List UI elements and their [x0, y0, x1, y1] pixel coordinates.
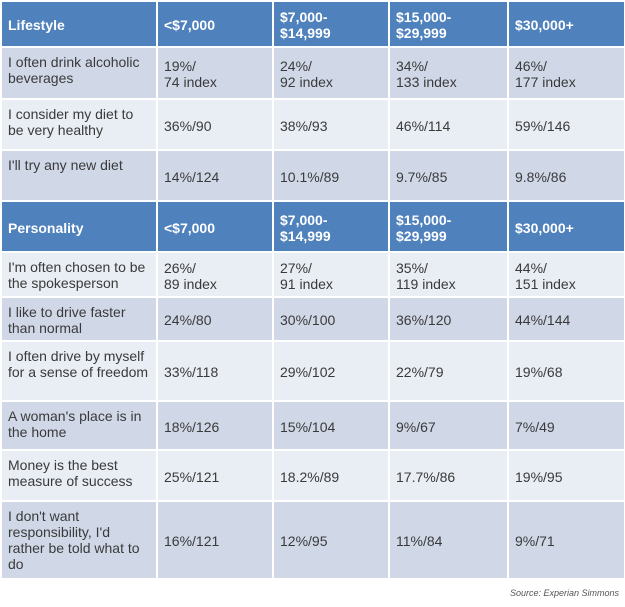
- cell: 19%/68: [507, 340, 625, 402]
- data-table: Lifestyle <$7,000 $7,000- $14,999 $15,000- …: [0, 0, 625, 580]
- cell: 46%/114: [388, 98, 509, 151]
- data-row: I often drive by myself for a sense of f…: [0, 340, 625, 402]
- data-row: I like to drive faster than normal 24%/80…: [0, 296, 625, 342]
- cell: 18%/126: [156, 400, 274, 451]
- header-cell: $7,000- $14,999: [272, 200, 390, 253]
- data-row: I'm often chosen to be the spokesperson 2…: [0, 251, 625, 298]
- cell: 44%/ 151 index: [507, 251, 625, 298]
- row-label: I like to drive faster than normal: [0, 296, 158, 342]
- cell: 10.1%/89: [272, 149, 390, 202]
- header-cell: $30,000+: [507, 200, 625, 253]
- row-label: Money is the best measure of success: [0, 449, 158, 502]
- cell: 14%/124: [156, 149, 274, 202]
- cell: 33%/118: [156, 340, 274, 402]
- header-row: Personality <$7,000 $7,000- $14,999 $15,000…: [0, 200, 625, 253]
- cell: 15%/104: [272, 400, 390, 451]
- row-label: I often drink alcoholic beverages: [0, 46, 158, 100]
- cell: 27%/ 91 index: [272, 251, 390, 298]
- cell: 18.2%/89: [272, 449, 390, 502]
- header-cell: $15,000- $29,999: [388, 200, 509, 253]
- cell: 19%/95: [507, 449, 625, 502]
- cell: 9.7%/85: [388, 149, 509, 202]
- cell: 24%/ 92 index: [272, 46, 390, 100]
- cell: 16%/121: [156, 500, 274, 580]
- row-label: I don't want responsibility, I'd rather …: [0, 500, 158, 580]
- cell: 59%/146: [507, 98, 625, 151]
- cell: 26%/ 89 index: [156, 251, 274, 298]
- cell: 22%/79: [388, 340, 509, 402]
- table-body: Lifestyle <$7,000 $7,000- $14,999 $15,000- …: [0, 0, 625, 580]
- cell: 12%/95: [272, 500, 390, 580]
- row-label: A woman's place is in the home: [0, 400, 158, 451]
- header-cell: Lifestyle: [0, 0, 158, 48]
- data-row: I'll try any new diet 14%/124 10.1%/89 9.7%…: [0, 149, 625, 202]
- data-row: I don't want responsibility, I'd rather …: [0, 500, 625, 580]
- cell: 36%/120: [388, 296, 509, 342]
- header-row: Lifestyle <$7,000 $7,000- $14,999 $15,000- …: [0, 0, 625, 48]
- cell: 46%/ 177 index: [507, 46, 625, 100]
- header-cell: Personality: [0, 200, 158, 253]
- data-row: I often drink alcoholic beverages 19%/ 74…: [0, 46, 625, 100]
- cell: 11%/84: [388, 500, 509, 580]
- cell: 7%/49: [507, 400, 625, 451]
- cell: 25%/121: [156, 449, 274, 502]
- data-row: Money is the best measure of success 25%/…: [0, 449, 625, 502]
- data-row: I consider my diet to be very healthy 36%…: [0, 98, 625, 151]
- cell: 9%/67: [388, 400, 509, 451]
- cell: 19%/ 74 index: [156, 46, 274, 100]
- cell: 36%/90: [156, 98, 274, 151]
- cell: 38%/93: [272, 98, 390, 151]
- cell: 35%/ 119 index: [388, 251, 509, 298]
- header-cell: $7,000- $14,999: [272, 0, 390, 48]
- cell: 30%/100: [272, 296, 390, 342]
- cell: 34%/ 133 index: [388, 46, 509, 100]
- cell: 24%/80: [156, 296, 274, 342]
- row-label: I consider my diet to be very healthy: [0, 98, 158, 151]
- row-label: I'm often chosen to be the spokesperson: [0, 251, 158, 298]
- row-label: I often drive by myself for a sense of f…: [0, 340, 158, 402]
- header-cell: <$7,000: [156, 0, 274, 48]
- cell: 9.8%/86: [507, 149, 625, 202]
- row-label: I'll try any new diet: [0, 149, 158, 202]
- source-note: Source: Experian Simmons: [509, 588, 619, 598]
- cell: 29%/102: [272, 340, 390, 402]
- header-cell: $30,000+: [507, 0, 625, 48]
- cell: 44%/144: [507, 296, 625, 342]
- data-row: A woman's place is in the home 18%/126 15%…: [0, 400, 625, 451]
- cell: 17.7%/86: [388, 449, 509, 502]
- cell: 9%/71: [507, 500, 625, 580]
- header-cell: $15,000- $29,999: [388, 0, 509, 48]
- header-cell: <$7,000: [156, 200, 274, 253]
